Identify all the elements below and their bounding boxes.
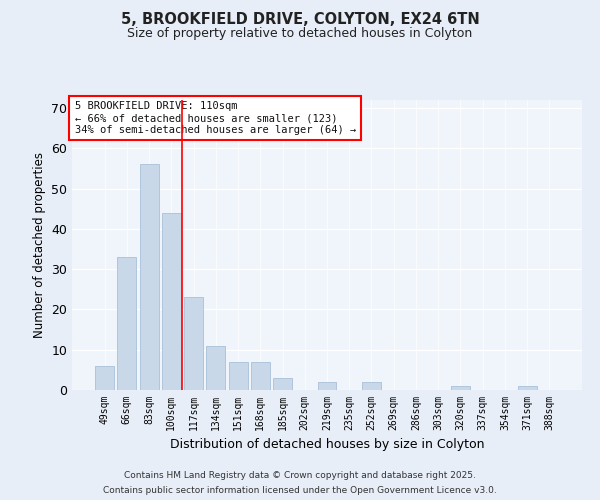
Bar: [140, 164, 158, 390]
Bar: [317, 382, 337, 390]
Bar: [162, 213, 181, 390]
Bar: [184, 298, 203, 390]
Text: Contains HM Land Registry data © Crown copyright and database right 2025.: Contains HM Land Registry data © Crown c…: [124, 471, 476, 480]
Text: 5, BROOKFIELD DRIVE, COLYTON, EX24 6TN: 5, BROOKFIELD DRIVE, COLYTON, EX24 6TN: [121, 12, 479, 28]
X-axis label: Distribution of detached houses by size in Colyton: Distribution of detached houses by size …: [170, 438, 484, 452]
Text: Size of property relative to detached houses in Colyton: Size of property relative to detached ho…: [127, 28, 473, 40]
Y-axis label: Number of detached properties: Number of detached properties: [32, 152, 46, 338]
Bar: [118, 257, 136, 390]
Bar: [273, 378, 292, 390]
Bar: [206, 346, 225, 390]
Text: 5 BROOKFIELD DRIVE: 110sqm
← 66% of detached houses are smaller (123)
34% of sem: 5 BROOKFIELD DRIVE: 110sqm ← 66% of deta…: [74, 102, 356, 134]
Bar: [95, 366, 114, 390]
Bar: [362, 382, 381, 390]
Bar: [251, 362, 270, 390]
Bar: [518, 386, 536, 390]
Text: Contains public sector information licensed under the Open Government Licence v3: Contains public sector information licen…: [103, 486, 497, 495]
Bar: [451, 386, 470, 390]
Bar: [229, 362, 248, 390]
